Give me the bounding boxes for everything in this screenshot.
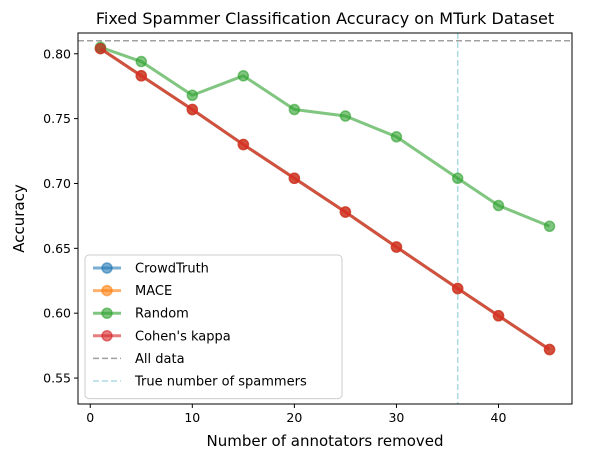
legend-swatch-marker — [101, 284, 113, 297]
data-point-cohen-s-kappa — [339, 206, 352, 218]
y-tick-label: 0.65 — [43, 241, 71, 256]
y-tick-label: 0.60 — [43, 306, 71, 321]
legend-label: MACE — [135, 284, 172, 299]
plot-area — [78, 33, 572, 404]
legend-item-crowdtruth: CrowdTruth — [93, 262, 209, 277]
x-tick-label: 20 — [286, 410, 302, 425]
series-line-cohen-s-kappa — [99, 47, 551, 351]
y-tick-label: 0.80 — [43, 46, 71, 61]
data-point-random — [492, 199, 505, 212]
x-tick-label: 40 — [491, 410, 507, 425]
data-point-random — [543, 220, 556, 233]
data-point-cohen-s-kappa — [135, 70, 148, 82]
x-axis-label: Number of annotators removed — [207, 432, 444, 450]
y-tick-label: 0.75 — [43, 111, 71, 126]
legend-label: True number of spammers — [134, 375, 307, 390]
data-point-cohen-s-kappa — [186, 103, 199, 116]
data-point-random — [135, 55, 148, 68]
data-point-random — [288, 103, 301, 116]
x-axis: 0 10 20 30 40 — [86, 404, 507, 425]
series-random — [94, 41, 556, 233]
legend-label: All data — [135, 352, 185, 367]
data-point-cohen-s-kappa — [288, 172, 301, 185]
legend: CrowdTruth MACE Random Cohen's kappa All dat… — [84, 254, 343, 400]
y-axis-label: Accuracy — [10, 184, 28, 253]
y-tick-label: 0.70 — [43, 176, 71, 191]
x-tick-label: 30 — [388, 410, 404, 425]
data-point-random — [237, 70, 250, 82]
data-point-random — [186, 89, 199, 102]
legend-swatch-marker — [101, 307, 113, 319]
legend-label: Random — [135, 307, 189, 322]
y-axis: 0.55 0.60 0.65 0.70 0.75 0.80 — [43, 46, 78, 386]
data-point-cohen-s-kappa — [492, 310, 505, 322]
data-point-cohen-s-kappa — [94, 42, 107, 55]
legend-item-random: Random — [93, 307, 189, 322]
x-tick-label: 0 — [86, 410, 94, 425]
legend-box — [84, 254, 343, 400]
y-tick-label: 0.55 — [43, 371, 71, 386]
plot-frame — [77, 32, 573, 405]
chart-title: Fixed Spammer Classification Accuracy on… — [96, 9, 554, 28]
data-point-random — [390, 131, 403, 143]
series-cohen-s-kappa — [94, 42, 556, 356]
data-point-cohen-s-kappa — [543, 343, 556, 356]
legend-item-mace: MACE — [93, 284, 172, 299]
legend-label: Cohen's kappa — [135, 329, 231, 344]
data-point-random — [339, 110, 352, 122]
series-line-random — [99, 45, 551, 228]
legend-item-cohen-s-kappa: Cohen's kappa — [93, 329, 231, 344]
legend-item-all-data: All data — [93, 352, 185, 367]
legend-item-true-number-of-spammers: True number of spammers — [93, 375, 307, 390]
legend-swatch-marker — [101, 330, 113, 342]
data-point-cohen-s-kappa — [237, 138, 250, 151]
data-point-random — [451, 172, 464, 185]
data-point-cohen-s-kappa — [451, 282, 464, 295]
legend-swatch-marker — [101, 262, 113, 274]
legend-label: CrowdTruth — [135, 262, 209, 277]
x-tick-label: 10 — [184, 410, 200, 425]
data-point-cohen-s-kappa — [390, 241, 403, 253]
